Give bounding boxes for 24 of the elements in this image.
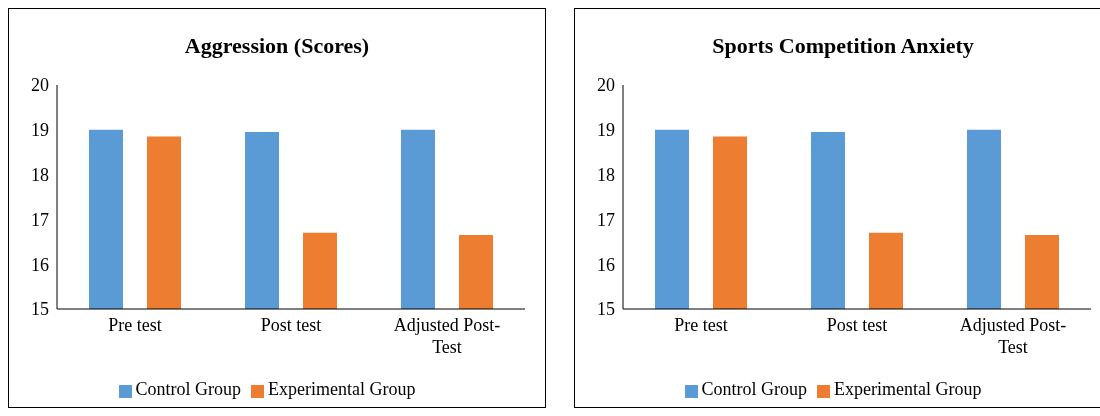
y-tick-label: 16 [597,254,615,275]
x-tick-label: Pre test [108,315,162,335]
y-tick-label: 16 [31,254,49,275]
x-tick-label: Adjusted Post-Test [959,315,1067,357]
legend-label: Experimental Group [268,379,416,399]
y-tick-label: 15 [597,299,615,320]
legend-label: Control Group [135,379,242,399]
y-tick-label: 17 [31,209,49,230]
legend-label: Control Group [701,379,808,399]
y-tick-label: 19 [597,120,615,141]
x-tick-label: Pre test [674,315,728,335]
chart-title: Sports Competition Anxiety [711,33,975,60]
y-tick-label: 19 [31,120,49,141]
x-tick-label: Adjusted Post-Test [393,315,501,357]
x-tick-label: Post test [826,315,888,335]
y-tick-label: 18 [597,164,615,185]
y-tick-label: 15 [31,299,49,320]
legend-label: Experimental Group [834,379,982,399]
y-tick-label: 18 [31,164,49,185]
chart-title: Aggression (Scores) [183,33,371,60]
x-tick-label: Post test [260,315,322,335]
y-tick-label: 20 [597,75,615,96]
y-tick-label: 17 [597,209,615,230]
y-tick-label: 20 [31,75,49,96]
